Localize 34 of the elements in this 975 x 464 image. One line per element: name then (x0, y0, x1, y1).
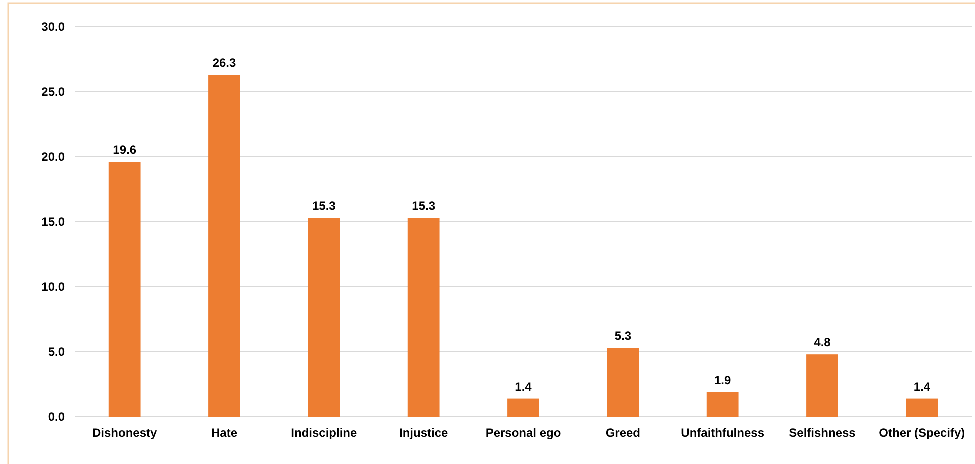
x-tick-label: Injustice (399, 426, 448, 440)
y-tick-label: 20.0 (42, 150, 66, 164)
data-label: 15.3 (412, 199, 436, 214)
bar (408, 218, 440, 417)
bar (607, 348, 640, 417)
data-label: 5.3 (614, 329, 632, 344)
bar (706, 392, 739, 417)
data-label: 26.3 (212, 56, 236, 70)
bar (806, 354, 838, 417)
bar (208, 75, 240, 417)
x-tick-label: Hate (211, 426, 238, 440)
x-tick-label: Selfishness (789, 426, 856, 440)
data-label: 19.6 (113, 143, 137, 158)
bar (508, 398, 540, 417)
y-tick-label: 5.0 (48, 345, 66, 360)
data-label: 4.8 (814, 336, 832, 350)
data-label: 15.3 (312, 199, 336, 214)
y-tick-label: 25.0 (42, 85, 66, 100)
x-tick-label: Dishonesty (92, 426, 158, 440)
data-label: 1.4 (515, 380, 532, 394)
y-tick-label: 0.0 (48, 410, 66, 424)
data-label: 1.9 (714, 373, 732, 388)
y-tick-label: 30.0 (42, 20, 66, 34)
x-tick-label: Unfaithfulness (681, 426, 765, 440)
bar (108, 162, 141, 417)
bar (906, 398, 938, 417)
data-label: 1.4 (914, 380, 931, 394)
x-tick-label: Indiscipline (291, 426, 358, 440)
y-tick-label: 10.0 (42, 280, 66, 294)
bar (308, 218, 340, 417)
x-tick-label: Personal ego (486, 426, 562, 440)
x-tick-label: Other (Specify) (879, 426, 966, 440)
y-tick-label: 15.0 (42, 215, 66, 230)
x-tick-label: Greed (606, 426, 641, 440)
